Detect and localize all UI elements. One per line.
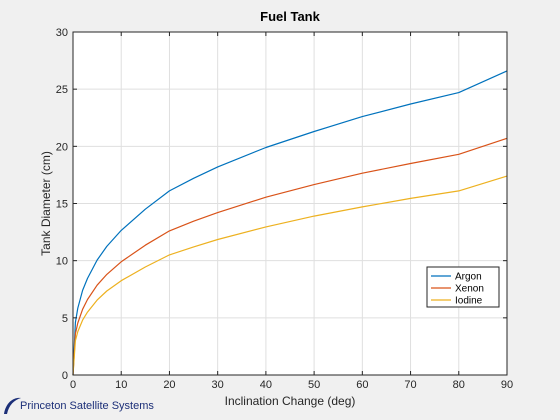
legend-label-argon: Argon — [455, 272, 482, 283]
y-tick-label: 20 — [56, 141, 68, 153]
y-tick-label: 5 — [62, 313, 68, 325]
x-tick-label: 60 — [356, 379, 368, 391]
y-tick-label: 15 — [56, 199, 68, 211]
company-logo: Princeton Satellite Systems — [2, 394, 162, 418]
series-line-iodine — [72, 175, 508, 376]
swoosh-icon — [4, 397, 21, 414]
y-tick-label: 30 — [56, 27, 68, 39]
company-logo-text: Princeton Satellite Systems — [20, 400, 154, 412]
series-line-xenon — [72, 137, 508, 376]
x-tick-label: 0 — [70, 379, 76, 391]
y-tick-label: 25 — [56, 84, 68, 96]
x-tick-label: 70 — [404, 379, 416, 391]
y-axis-label: Tank Diameter (cm) — [39, 151, 53, 256]
legend-label-xenon: Xenon — [455, 284, 484, 295]
x-tick-label: 10 — [115, 379, 127, 391]
chart-title: Fuel Tank — [260, 9, 320, 24]
grid — [73, 32, 507, 375]
x-tick-label: 40 — [260, 379, 272, 391]
legend-label-iodine: Iodine — [455, 296, 483, 307]
series-lines — [72, 70, 508, 376]
series-line-argon — [72, 70, 508, 376]
x-axis-label: Inclination Change (deg) — [225, 394, 356, 408]
x-tick-label: 30 — [212, 379, 224, 391]
y-tick-label: 0 — [62, 370, 68, 382]
x-tick-label: 20 — [163, 379, 175, 391]
axis-ticks: 0 10 20 30 40 50 60 70 80 90 0 5 10 15 20 25 30 — [56, 27, 513, 391]
x-tick-label: 80 — [453, 379, 465, 391]
x-tick-label: 90 — [501, 379, 513, 391]
y-tick-label: 10 — [56, 256, 68, 268]
x-tick-label: 50 — [308, 379, 320, 391]
